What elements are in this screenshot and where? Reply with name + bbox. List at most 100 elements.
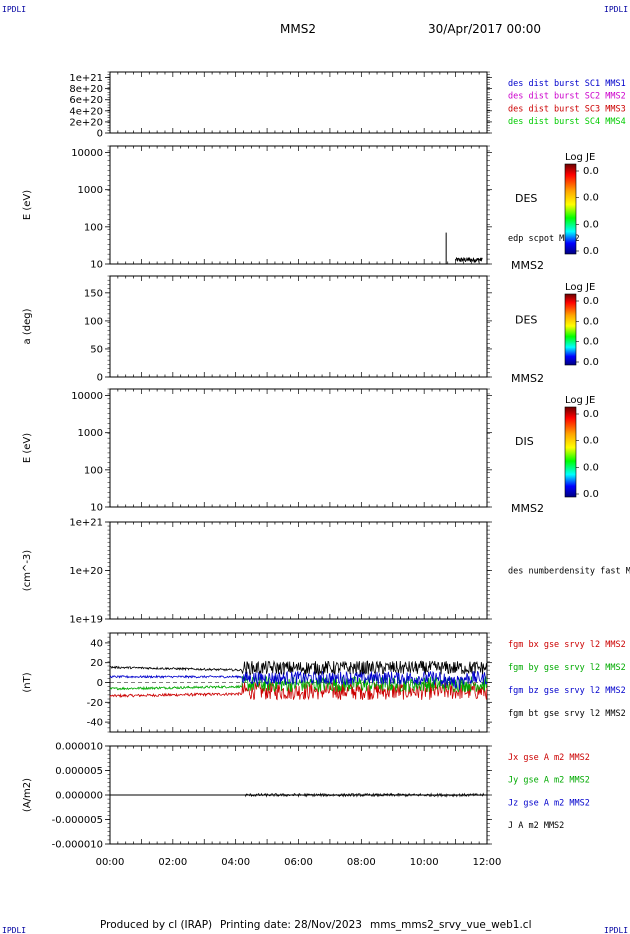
legend-entry: Jy gse A m2 MMS2 [508, 776, 590, 786]
series-bt [109, 660, 488, 676]
colorbar-tick-label: 0.0 [583, 489, 599, 500]
legend-entry: fgm bx gse srvy l2 MMS2 [508, 640, 626, 650]
legend-entry: fgm bt gse srvy l2 MMS2 [508, 709, 626, 719]
legend-entry: fgm bz gse srvy l2 MMS2 [508, 686, 626, 696]
legend-entry: fgm by gse srvy l2 MMS2 [508, 663, 626, 673]
y-tick-label: 1e+20 [69, 566, 103, 577]
y-axis-label: (cm^-3) [22, 550, 33, 591]
colorbar-tick-label: 0.0 [583, 316, 599, 327]
colorbar-tick-label: 0.0 [583, 337, 599, 348]
panel-frame [109, 71, 488, 134]
colorbar-tick-label: 0.0 [583, 436, 599, 447]
y-axis-label: a (deg) [22, 308, 33, 344]
colorbar-tick-label: 0.0 [583, 193, 599, 204]
y-tick-label: 1000 [78, 185, 103, 196]
x-tick-label: 06:00 [284, 857, 313, 868]
y-tick-label: 0.000000 [55, 791, 103, 802]
y-tick-label: 100 [84, 222, 103, 233]
legend-entry: Jx gse A m2 MMS2 [508, 753, 590, 763]
colorbar-tick-label: 0.0 [583, 219, 599, 230]
panel-current: 0.000010 0.000005 0.000000 -0.000005 -0.0000… [22, 742, 590, 851]
y-tick-label: 1e+21 [69, 73, 103, 84]
panel-frame [109, 275, 488, 378]
y-tick-label: 20 [90, 658, 103, 669]
y-tick-label: 0 [97, 129, 103, 140]
scpot-trace [455, 256, 483, 264]
y-tick-label: 10000 [71, 148, 103, 159]
panel-fgm: 40 20 0 -20 -40 (nT) fgm bx gse srvy l2 MMS2 fg… [22, 632, 626, 733]
legend-entry: des dist burst SC1 MMS1 [508, 79, 626, 89]
y-axis-label: (nT) [22, 672, 33, 692]
y-tick-label: -20 [87, 698, 103, 709]
y-tick-label: -0.000005 [52, 815, 103, 826]
y-tick-label: 150 [84, 288, 103, 299]
y-tick-label: 2e+20 [69, 117, 103, 128]
y-tick-label: -0.000010 [52, 840, 103, 851]
legend-entry: J A m2 MMS2 [508, 821, 564, 831]
legend-entry: des dist burst SC3 MMS3 [508, 104, 626, 114]
colorbar-tick-label: 0.0 [583, 409, 599, 420]
panel-des-energy: 10000 1000 100 10 E (eV) DES MMS2 edp scpot MMS… [22, 145, 599, 272]
y-tick-label: 10 [90, 260, 103, 271]
species-label: DES [515, 314, 537, 327]
y-tick-label: 10000 [71, 391, 103, 402]
x-tick-label: 12:00 [473, 857, 502, 868]
colorbar-title: Log JE [565, 282, 595, 293]
spacecraft-label: MMS2 [511, 259, 544, 272]
colorbar-tick-label: 0.0 [583, 246, 599, 257]
panel-des-pitch: 150 100 50 0 a (deg) DES MMS2 Log JE 0.0 0.0 0.0 0.… [22, 275, 599, 385]
colorbar-tick-label: 0.0 [583, 462, 599, 473]
legend-entry: Jz gse A m2 MMS2 [508, 798, 590, 808]
panel-frame [109, 145, 488, 265]
corner-label-bottom-right: IPDLI [604, 926, 628, 934]
x-tick-label: 10:00 [410, 857, 439, 868]
y-tick-label: -40 [87, 718, 103, 729]
y-tick-label: 50 [90, 344, 103, 355]
panel-density: 1e+21 1e+20 1e+19 (cm^-3) des numberdensity … [22, 518, 630, 626]
corner-label-top-left: IPDLI [2, 5, 26, 14]
species-label: DES [515, 192, 537, 205]
panel-dis-energy: 10000 1000 100 10 E (eV) DIS MMS2 Log JE 0.0 0.0 0… [22, 388, 599, 515]
y-tick-label: 40 [90, 638, 103, 649]
y-tick-label: 100 [84, 316, 103, 327]
colorbar-title: Log JE [565, 152, 595, 163]
y-tick-label: 0 [97, 373, 103, 384]
y-tick-label: 4e+20 [69, 106, 103, 117]
series-j [244, 792, 485, 798]
spacecraft-title: MMS2 [280, 22, 316, 36]
species-label: DIS [515, 435, 534, 448]
series-by [109, 675, 488, 693]
legend-entry: des numberdensity fast M [508, 567, 630, 577]
x-tick-label: 00:00 [96, 857, 125, 868]
colorbar-title: Log JE [565, 395, 595, 406]
y-axis-label: E (eV) [22, 190, 33, 220]
colorbar [564, 163, 577, 255]
y-tick-label: 1e+19 [69, 615, 103, 626]
y-tick-label: 1000 [78, 428, 103, 439]
colorbar-tick-label: 0.0 [583, 296, 599, 307]
corner-label-top-right: IPDLI [604, 5, 628, 14]
x-tick-label: 02:00 [158, 857, 187, 868]
x-tick-label: 08:00 [347, 857, 376, 868]
colorbar-tick-label: 0.0 [583, 166, 599, 177]
footer-printing-date: Printing date: 28/Nov/2023 [220, 919, 362, 931]
series-bz [109, 670, 488, 690]
datetime-title: 30/Apr/2017 00:00 [428, 22, 541, 36]
colorbar-tick-label: 0.0 [583, 357, 599, 368]
y-tick-label: 8e+20 [69, 84, 103, 95]
y-axis-label: (A/m2) [22, 778, 33, 812]
legend-entry: des dist burst SC2 MMS2 [508, 92, 626, 102]
y-tick-label: 1e+21 [69, 518, 103, 529]
spacecraft-label: MMS2 [511, 502, 544, 515]
panel-frame [109, 521, 488, 620]
y-tick-label: 0.000005 [55, 766, 103, 777]
footer-produced-by: Produced by cl (IRAP) [100, 919, 212, 931]
panel-frame [109, 388, 488, 508]
colorbar [564, 293, 577, 366]
footer-filename: mms_mms2_srvy_vue_web1.cl [370, 919, 532, 931]
y-tick-label: 10 [90, 503, 103, 514]
y-tick-label: 0.000010 [55, 742, 103, 753]
y-tick-label: 0 [97, 678, 103, 689]
